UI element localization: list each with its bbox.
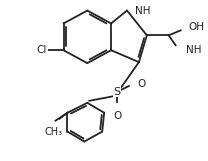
Text: NH: NH — [186, 45, 201, 55]
Text: S: S — [114, 87, 121, 97]
Text: Cl: Cl — [36, 45, 47, 55]
Text: O: O — [137, 79, 145, 89]
Text: CH₃: CH₃ — [45, 127, 63, 137]
Text: OH: OH — [188, 22, 204, 32]
Text: O: O — [113, 111, 121, 121]
Text: NH: NH — [135, 5, 150, 16]
